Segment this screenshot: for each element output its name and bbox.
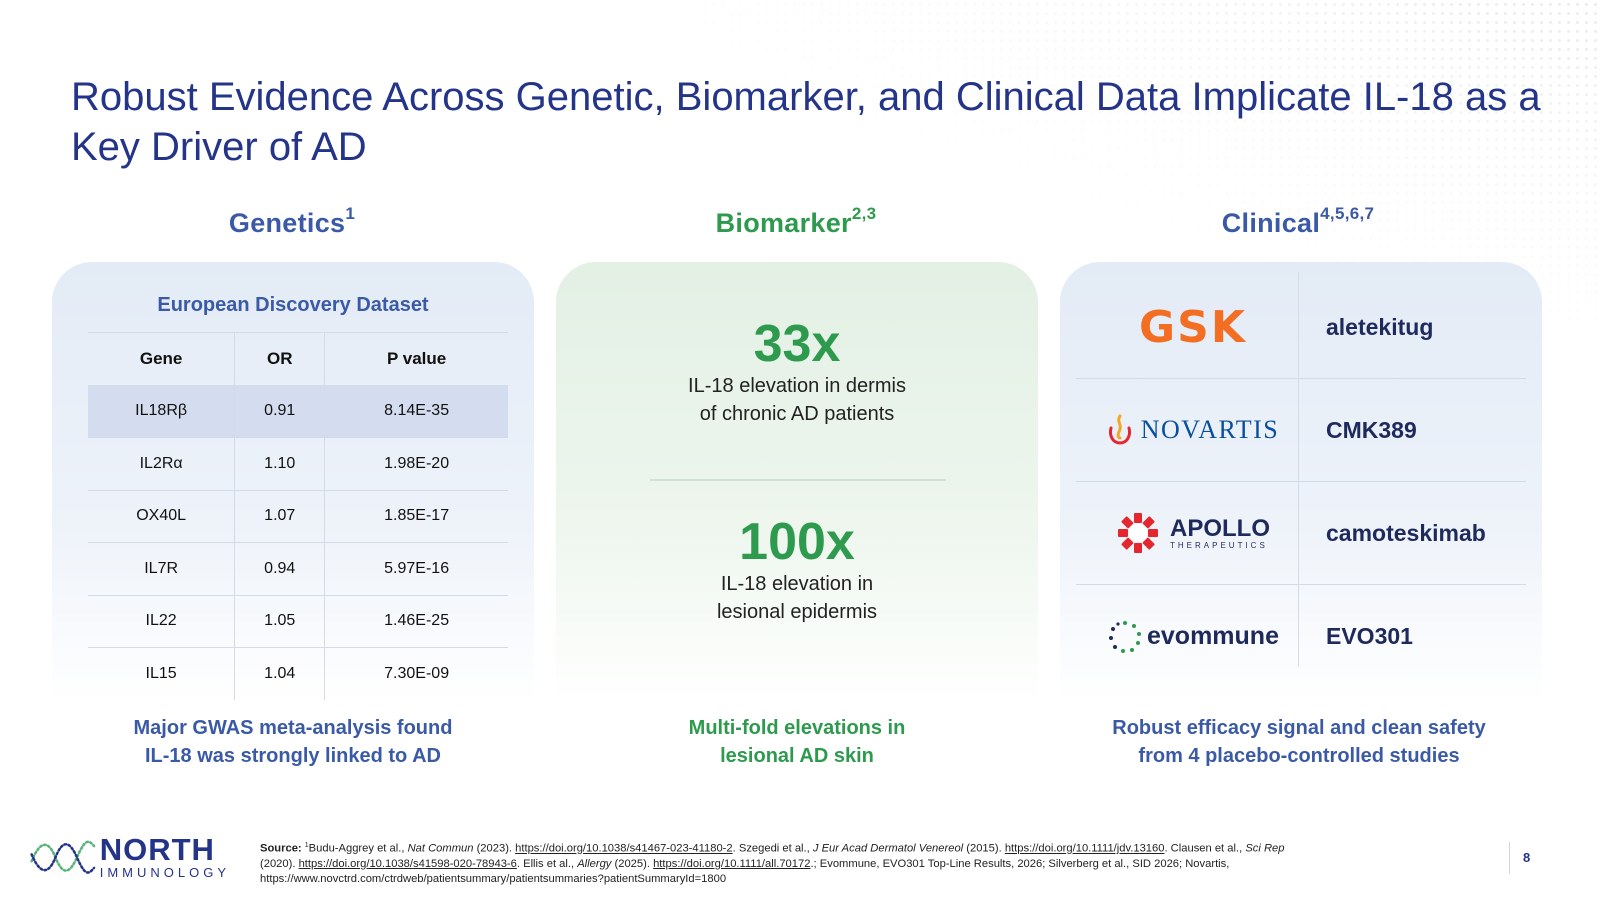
column-divider <box>1298 272 1299 667</box>
gene-cell: OX40L <box>88 489 235 543</box>
or-cell: 1.05 <box>234 594 325 648</box>
dataset-title: European Discovery Dataset <box>157 294 429 316</box>
genetics-panel: European Discovery Dataset Gene OR P val… <box>52 262 534 702</box>
evommune-logo: evommune <box>1076 585 1310 688</box>
drug-name: CMK389 <box>1326 416 1417 443</box>
gene-cell: IL15 <box>88 647 235 700</box>
divider <box>1509 842 1510 874</box>
biomarker-heading: Biomarker2,3 <box>715 204 877 238</box>
drug-name: camoteskimab <box>1326 519 1486 546</box>
apollo-logo: APOLLO THERAPEUTICS <box>1076 482 1310 584</box>
or-cell: 0.94 <box>234 542 325 595</box>
gene-cell: IL18Rβ <box>88 384 235 438</box>
biomarker-panel: 33x IL-18 elevation in dermis of chronic… <box>556 262 1038 702</box>
gsk-logo: GSK <box>1139 301 1247 353</box>
gene-cell: IL2Rα <box>88 437 235 490</box>
pvalue-cell: 7.30E-09 <box>324 647 508 700</box>
table-row: OX40L 1.07 1.85E-17 <box>88 489 508 543</box>
column-header: OR <box>234 332 325 385</box>
gene-cell: IL7R <box>88 542 235 595</box>
column-header: P value <box>324 332 508 385</box>
or-cell: 0.91 <box>234 384 325 438</box>
stat-value-dermis: 33x <box>753 315 841 373</box>
drug-name: aletekitug <box>1326 313 1434 340</box>
or-cell: 1.07 <box>234 489 325 543</box>
page-title: Robust Evidence Across Genetic, Biomarke… <box>71 75 1541 169</box>
genetics-caption: Major GWAS meta-analysis found IL-18 was… <box>133 717 453 767</box>
pvalue-cell: 1.85E-17 <box>324 489 508 543</box>
north-wave-icon <box>30 840 96 874</box>
citation-link[interactable]: https://doi.org/10.1038/s41467-023-41180… <box>515 842 733 855</box>
gene-cell: IL22 <box>88 594 235 648</box>
citation-link[interactable]: https://doi.org/10.1111/jdv.13160 <box>1004 842 1165 855</box>
table-header-row: Gene OR P value <box>88 332 508 385</box>
page-number: 8 <box>1523 850 1531 865</box>
citation-link[interactable]: https://doi.org/10.1038/s41598-020-78943… <box>298 857 517 870</box>
or-cell: 1.04 <box>234 647 325 700</box>
column-header: Gene <box>88 332 235 385</box>
gwas-table: Gene OR P value IL18Rβ 0.91 8.14E-35 IL2… <box>88 332 508 700</box>
novartis-flame-icon <box>1108 414 1131 445</box>
clinical-row-gsk: GSK aletekitug <box>1076 276 1526 379</box>
clinical-row-novartis: NOVARTIS CMK389 <box>1076 379 1526 482</box>
clinical-row-evommune: evommune EVO301 <box>1076 585 1526 688</box>
evommune-dot-ring-icon <box>1109 620 1141 653</box>
stat-value-epidermis: 100x <box>739 513 855 571</box>
north-immunology-logo: NORTH IMMUNOLOGY <box>30 832 230 882</box>
pvalue-cell: 1.46E-25 <box>324 594 508 648</box>
table-row: IL22 1.05 1.46E-25 <box>88 594 508 648</box>
biomarker-caption: Multi-fold elevations in lesional AD ski… <box>688 717 906 767</box>
pvalue-cell: 5.97E-16 <box>324 542 508 595</box>
table-row: IL7R 0.94 5.97E-16 <box>88 542 508 595</box>
table-row: IL18Rβ 0.91 8.14E-35 <box>88 384 508 438</box>
table-row: IL15 1.04 7.30E-09 <box>88 647 508 700</box>
divider <box>650 479 946 481</box>
or-cell: 1.10 <box>234 437 325 490</box>
clinical-heading: Clinical4,5,6,7 <box>1221 204 1375 238</box>
clinical-row-apollo: APOLLO THERAPEUTICS camoteskimab <box>1076 482 1526 585</box>
stat-description-epidermis: IL-18 elevation in lesional epidermis <box>716 573 878 623</box>
pvalue-cell: 1.98E-20 <box>324 437 508 490</box>
clinical-panel: GSK aletekitug NOVARTIS CMK389 <box>1060 262 1542 702</box>
pvalue-cell: 8.14E-35 <box>324 384 508 438</box>
apollo-gear-icon <box>1118 513 1158 553</box>
citation-link[interactable]: https://doi.org/10.1111/all.70172 <box>653 857 811 870</box>
drug-name: EVO301 <box>1326 623 1413 649</box>
clinical-caption: Robust efficacy signal and clean safety … <box>1112 717 1486 767</box>
genetics-heading: Genetics1 <box>228 204 356 238</box>
table-row: IL2Rα 1.10 1.98E-20 <box>88 437 508 490</box>
source-citations: Source: 1Budu-Aggrey et al., Nat Commun … <box>260 842 1285 885</box>
novartis-logo: NOVARTIS <box>1076 379 1310 481</box>
stat-description-dermis: IL-18 elevation in dermis of chronic AD … <box>688 375 906 425</box>
